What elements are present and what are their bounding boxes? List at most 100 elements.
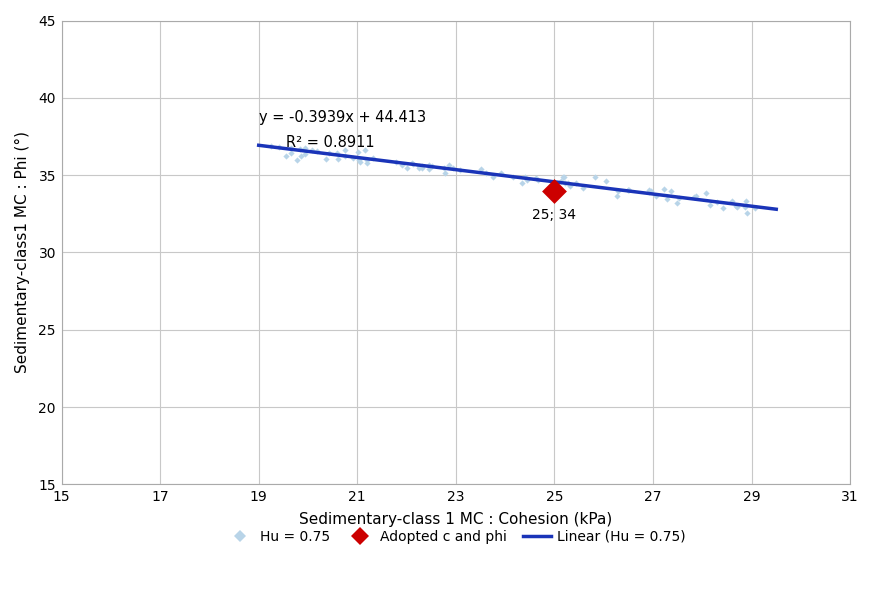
Y-axis label: Sedimentary-class1 MC : Phi (°): Sedimentary-class1 MC : Phi (°) [15,131,30,373]
Hu = 0.75 [576,183,590,193]
Hu = 0.75 [353,157,367,167]
Hu = 0.75 [438,169,452,178]
Hu = 0.75 [331,154,345,163]
Hu = 0.75 [729,201,743,211]
Hu = 0.75 [338,145,352,155]
Hu = 0.75 [515,179,529,188]
Hu = 0.75 [531,175,545,185]
Hu = 0.75 [359,158,373,168]
Hu = 0.75 [663,187,677,196]
Hu = 0.75 [670,198,684,208]
Hu = 0.75 [563,181,577,191]
Hu = 0.75 [649,191,662,200]
X-axis label: Sedimentary-class 1 MC : Cohesion (kPa): Sedimentary-class 1 MC : Cohesion (kPa) [299,512,613,527]
Hu = 0.75 [657,185,671,194]
Hu = 0.75 [412,163,426,173]
Adopted c and phi [547,186,561,196]
Hu = 0.75 [611,186,625,196]
Hu = 0.75 [642,185,656,195]
Hu = 0.75 [351,147,365,157]
Hu = 0.75 [425,161,439,170]
Hu = 0.75 [305,145,319,154]
Hu = 0.75 [556,173,570,182]
Hu = 0.75 [703,200,717,209]
Linear (Hu = 0.75) [253,142,264,149]
Hu = 0.75 [672,193,686,203]
Hu = 0.75 [475,164,489,174]
Hu = 0.75 [506,172,520,182]
Hu = 0.75 [412,161,426,170]
Hu = 0.75 [610,191,624,200]
Legend: Hu = 0.75, Adopted c and phi, Linear (Hu = 0.75): Hu = 0.75, Adopted c and phi, Linear (Hu… [221,524,690,549]
Hu = 0.75 [569,179,583,188]
Hu = 0.75 [479,168,493,178]
Hu = 0.75 [453,165,467,175]
Hu = 0.75 [298,149,312,159]
Hu = 0.75 [290,155,304,165]
Hu = 0.75 [422,164,436,173]
Hu = 0.75 [557,172,571,182]
Hu = 0.75 [738,202,752,211]
Hu = 0.75 [294,151,308,161]
Hu = 0.75 [599,176,613,185]
Hu = 0.75 [622,185,636,194]
Hu = 0.75 [406,159,420,169]
Text: y = -0.3939x + 44.413: y = -0.3939x + 44.413 [259,110,426,125]
Hu = 0.75 [366,153,380,163]
Hu = 0.75 [725,196,739,205]
Hu = 0.75 [352,155,366,164]
Hu = 0.75 [264,141,278,151]
Hu = 0.75 [660,194,674,203]
Hu = 0.75 [710,197,724,207]
Text: 25; 34: 25; 34 [532,208,577,223]
Hu = 0.75 [621,185,635,195]
Hu = 0.75 [495,169,509,178]
Hu = 0.75 [406,158,420,168]
Hu = 0.75 [442,160,456,170]
Hu = 0.75 [553,176,567,186]
Linear (Hu = 0.75) [771,206,781,213]
Hu = 0.75 [279,151,293,161]
Hu = 0.75 [689,191,703,201]
Hu = 0.75 [293,144,307,154]
Hu = 0.75 [309,146,323,155]
Hu = 0.75 [518,172,532,182]
Hu = 0.75 [415,163,429,173]
Hu = 0.75 [730,202,744,212]
Hu = 0.75 [415,161,429,171]
Hu = 0.75 [319,154,333,163]
Hu = 0.75 [621,185,635,194]
Hu = 0.75 [360,155,374,165]
Hu = 0.75 [739,208,753,218]
Hu = 0.75 [739,196,753,206]
Hu = 0.75 [322,148,336,158]
Line: Linear (Hu = 0.75): Linear (Hu = 0.75) [259,145,776,209]
Hu = 0.75 [330,148,344,158]
Hu = 0.75 [358,145,372,155]
Hu = 0.75 [400,163,414,173]
Hu = 0.75 [529,173,543,182]
Hu = 0.75 [748,203,762,212]
Hu = 0.75 [437,163,451,173]
Hu = 0.75 [716,203,730,213]
Hu = 0.75 [284,148,298,158]
Text: R² = 0.8911: R² = 0.8911 [286,135,374,150]
Hu = 0.75 [588,173,602,182]
Hu = 0.75 [422,161,436,170]
Hu = 0.75 [643,186,657,196]
Hu = 0.75 [298,143,312,153]
Hu = 0.75 [389,157,403,167]
Hu = 0.75 [561,179,575,188]
Hu = 0.75 [687,192,701,202]
Hu = 0.75 [486,172,500,182]
Hu = 0.75 [345,153,359,163]
Hu = 0.75 [446,163,460,173]
Hu = 0.75 [272,143,286,152]
Hu = 0.75 [699,188,713,198]
Hu = 0.75 [558,178,572,188]
Hu = 0.75 [520,176,534,185]
Hu = 0.75 [642,188,656,197]
Hu = 0.75 [284,143,298,153]
Hu = 0.75 [338,151,352,161]
Hu = 0.75 [395,160,409,170]
